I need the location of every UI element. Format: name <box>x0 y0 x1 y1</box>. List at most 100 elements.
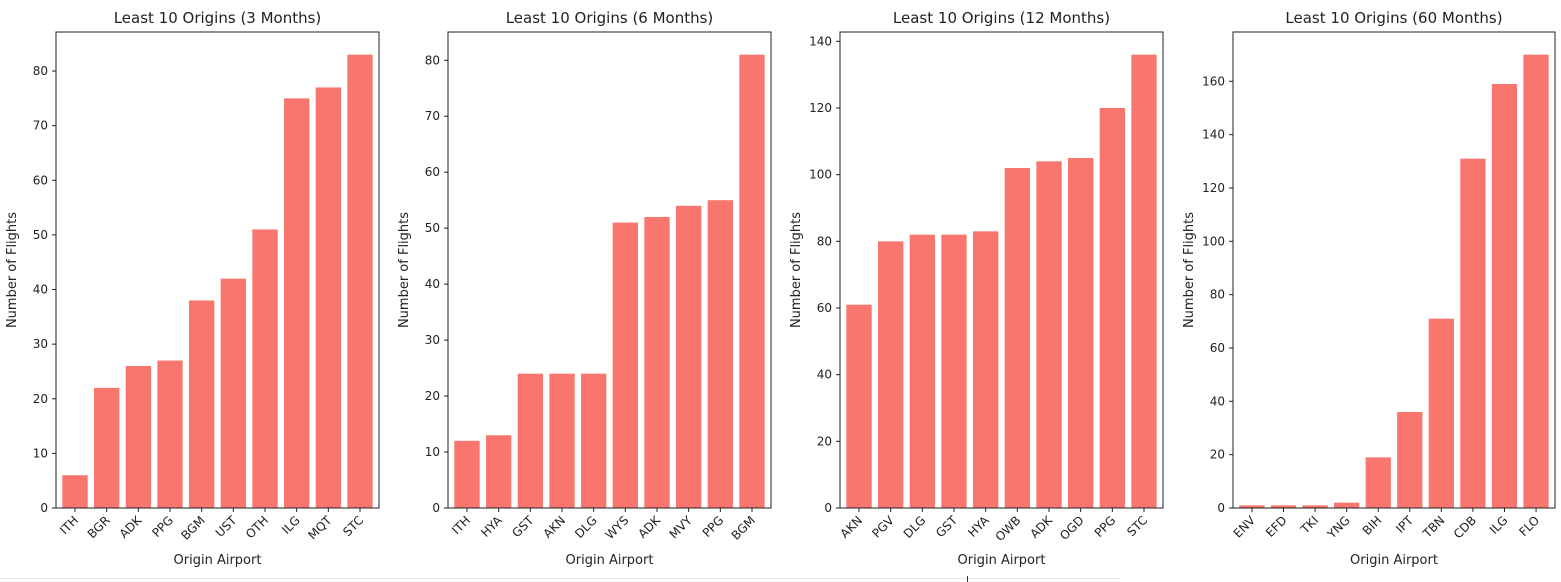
chart-title: Least 10 Origins (3 Months) <box>114 9 322 27</box>
x-tick-label: PGV <box>869 513 897 541</box>
bar-env <box>1239 505 1265 508</box>
y-tick-label: 100 <box>1202 234 1225 248</box>
x-tick-label: STC <box>340 513 366 539</box>
bar-stc <box>347 54 373 509</box>
bar-ppg <box>1099 108 1125 508</box>
bar-hya <box>486 435 512 508</box>
chart-panel-0: Least 10 Origins (3 Months) ITH BGR ADK PPG B… <box>5 9 380 568</box>
plot-frame <box>55 31 380 509</box>
x-tick-label: FLO <box>1516 513 1542 539</box>
bar-stc <box>1131 54 1157 509</box>
x-tick-label: BGM <box>729 513 758 542</box>
y-tick-label: 70 <box>33 119 48 133</box>
chart-title: Least 10 Origins (12 Months) <box>893 9 1110 27</box>
x-tick-label: GST <box>509 513 537 541</box>
x-tick-label: AKN <box>837 513 865 541</box>
y-tick-label: 80 <box>425 53 440 67</box>
chart-panel-1: Least 10 Origins (6 Months) ITH HYA GST AKN D… <box>397 9 772 568</box>
y-tick-label: 40 <box>33 283 48 297</box>
bar-adk <box>1036 161 1062 509</box>
x-tick-label: WYS <box>603 513 632 542</box>
y-tick-label: 120 <box>1202 181 1225 195</box>
bar-owb <box>1004 168 1030 508</box>
x-tick-label: ADK <box>1027 512 1056 541</box>
x-tick-label: EFD <box>1263 513 1290 540</box>
x-tick-label: ITH <box>57 513 81 537</box>
bar-akn <box>549 373 575 508</box>
y-tick-label: 140 <box>809 34 832 48</box>
bar-ilg <box>284 98 310 508</box>
y-tick-label: 20 <box>33 392 48 406</box>
x-tick-label: DLG <box>572 513 600 541</box>
x-tick-label: TBN <box>1420 513 1448 541</box>
bar-bgr <box>94 387 120 508</box>
x-tick-label: BIH <box>1360 513 1385 538</box>
bar-dlg <box>909 234 935 508</box>
x-tick-label: ITH <box>449 513 473 537</box>
bar-gst <box>941 234 967 508</box>
bar-efd <box>1270 505 1297 508</box>
x-tick-label: STC <box>1124 513 1150 539</box>
x-tick-label: ADK <box>635 512 664 541</box>
y-axis-label: Number of Flights <box>397 212 412 328</box>
bar-mvy <box>676 205 702 508</box>
bar-cdb <box>1460 158 1486 508</box>
bar-bgm <box>739 54 765 509</box>
y-tick-label: 60 <box>817 301 832 315</box>
x-tick-label: ILG <box>279 513 303 537</box>
y-tick-label: 60 <box>1210 341 1225 355</box>
bar-flo <box>1523 54 1549 509</box>
y-tick-label: 50 <box>33 228 48 242</box>
bar-adk <box>125 365 151 508</box>
bar-yng <box>1334 502 1360 508</box>
x-tick-label: PPG <box>700 513 727 540</box>
bar-ith <box>62 475 88 508</box>
x-tick-label: OGD <box>1057 513 1087 543</box>
y-tick-label: 20 <box>425 389 440 403</box>
bar-ppg <box>157 360 183 508</box>
y-tick-label: 70 <box>425 109 440 123</box>
y-tick-label: 80 <box>1210 288 1225 302</box>
x-tick-label: CDB <box>1451 513 1479 541</box>
x-tick-label: GST <box>933 513 961 541</box>
y-tick-label: 80 <box>817 234 832 248</box>
y-tick-label: 50 <box>425 221 440 235</box>
x-tick-label: PPG <box>1092 513 1119 540</box>
x-tick-label: ENV <box>1231 513 1259 541</box>
bar-hya <box>973 231 999 509</box>
bottom-rule <box>0 578 1120 579</box>
y-tick-label: 40 <box>817 368 832 382</box>
bar-ipt <box>1397 412 1423 508</box>
x-axis-label: Origin Airport <box>958 553 1046 568</box>
y-axis-label: Number of Flights <box>5 212 20 328</box>
bar-ogd <box>1068 158 1094 508</box>
x-tick-label: HYA <box>478 513 505 540</box>
x-tick-label: HYA <box>965 513 992 540</box>
y-tick-label: 40 <box>1210 394 1225 408</box>
bar-bih <box>1365 457 1391 508</box>
x-tick-label: AKN <box>540 513 568 541</box>
x-tick-label: ADK <box>117 512 146 541</box>
y-tick-label: 0 <box>432 501 440 515</box>
x-tick-label: DLG <box>901 513 929 541</box>
x-tick-label: MQT <box>305 513 335 543</box>
bar-bgm <box>189 300 215 508</box>
y-tick-label: 80 <box>33 64 48 78</box>
y-axis-label: Number of Flights <box>789 212 804 328</box>
bar-mqt <box>315 87 341 509</box>
x-tick-label: MVY <box>667 513 696 542</box>
chart-title: Least 10 Origins (60 Months) <box>1285 9 1502 27</box>
y-tick-label: 30 <box>33 337 48 351</box>
chart-title: Least 10 Origins (6 Months) <box>506 9 714 27</box>
x-axis-label: Origin Airport <box>566 553 654 568</box>
y-tick-label: 140 <box>1202 128 1225 142</box>
plot-frame <box>447 31 772 509</box>
x-tick-label: BGR <box>85 513 113 541</box>
x-axis-label: Origin Airport <box>174 553 262 568</box>
bar-wys <box>612 222 638 508</box>
y-tick-label: 20 <box>817 434 832 448</box>
cursor-mark <box>967 576 968 582</box>
bar-dlg <box>581 373 607 508</box>
x-tick-label: UST <box>213 513 240 540</box>
